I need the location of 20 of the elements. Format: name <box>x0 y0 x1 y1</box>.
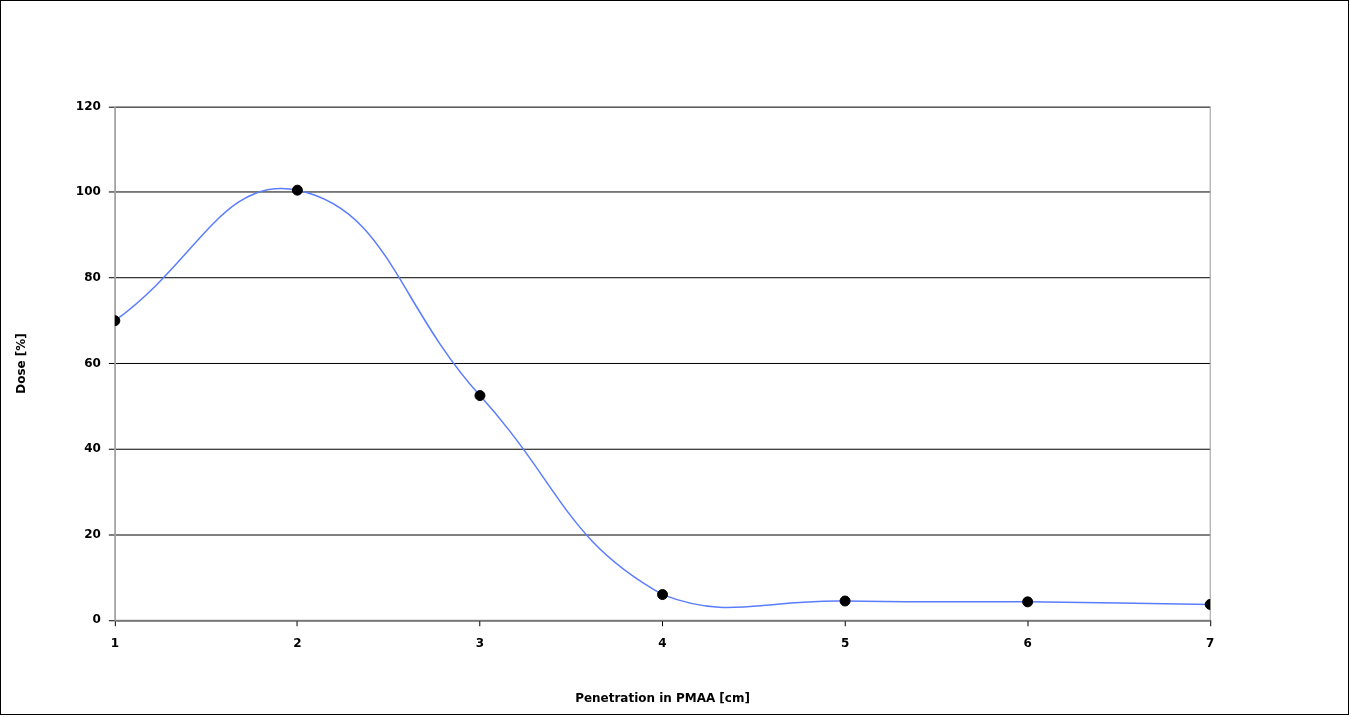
y-tick-label: 60 <box>84 355 101 370</box>
y-axis-title: Dose [%] <box>14 333 29 394</box>
y-tick-label: 100 <box>75 184 101 199</box>
x-axis-title: Penetration in PMAA [cm] <box>575 690 750 705</box>
x-tick-label: 3 <box>475 635 485 650</box>
y-tick-label: 120 <box>75 98 101 113</box>
y-tick-label: 0 <box>92 612 101 627</box>
x-tick-label: 6 <box>1023 635 1032 650</box>
point <box>839 595 851 607</box>
x-tick-label: 1 <box>110 635 119 650</box>
x-tick-label: 2 <box>293 635 302 650</box>
x-tick-label: 7 <box>1206 635 1215 650</box>
y-tick-label: 40 <box>84 441 101 456</box>
point <box>1022 596 1034 608</box>
x-tick-label: 5 <box>840 635 850 650</box>
x-tick-label: 4 <box>658 635 667 650</box>
y-tick-label: 20 <box>84 526 101 541</box>
y-tick-label: 80 <box>84 270 101 284</box>
point <box>657 589 669 601</box>
point <box>474 390 486 402</box>
